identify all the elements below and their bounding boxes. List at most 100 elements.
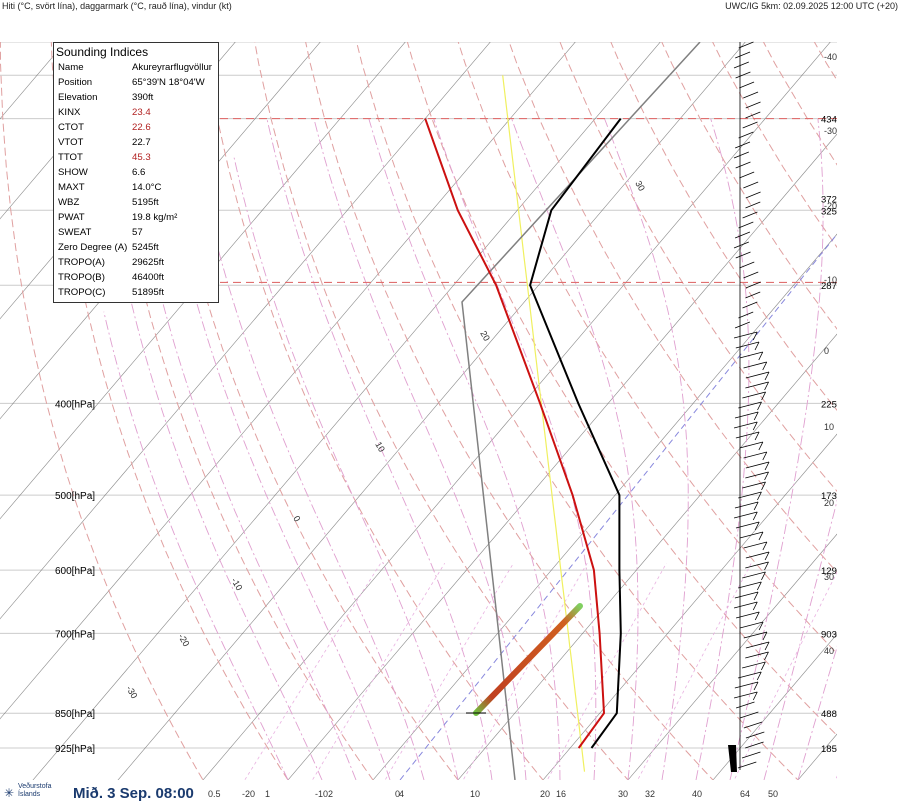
wind-barb-shaft: [745, 191, 761, 199]
wind-barb-feather: [764, 471, 769, 481]
dry-adiabat: [457, 42, 837, 655]
index-name: Elevation: [58, 92, 98, 103]
wind-barb-shaft: [745, 111, 761, 119]
sounding-indices-panel: Sounding Indices Name Akureyrarflugvöllur…: [53, 42, 219, 303]
wind-barb-shaft: [738, 581, 762, 589]
mixing-ratio-line: [546, 563, 667, 780]
wind-barb-feather: [756, 671, 762, 681]
logo-icon: ✳: [4, 786, 15, 800]
wind-barb: [745, 741, 764, 749]
wind-barb-shaft: [733, 331, 758, 339]
dry-adiabat: [254, 42, 629, 780]
wind-barb-shaft: [742, 301, 758, 309]
wind-barb: [733, 61, 749, 69]
index-value: 5195ft: [132, 197, 159, 208]
vedurstofa-logo: ✳ Veðurstofa Íslands: [0, 780, 72, 808]
wind-barb: [745, 101, 761, 109]
bottom-axis-label: 0: [395, 789, 400, 799]
wind-barb: [734, 411, 759, 421]
isotherm-line: [457, 333, 837, 780]
dry-adiabat: [813, 42, 837, 82]
isotherm-line: [117, 42, 746, 780]
moist-adiabat: [511, 118, 639, 780]
index-name: CTOT: [58, 122, 84, 133]
isotherm-label: 30: [633, 179, 647, 193]
dry-adiabat: [50, 42, 289, 780]
mixing-ratio-line: [835, 775, 837, 780]
isotherm-line: [797, 733, 837, 780]
wind-barb: [745, 731, 765, 739]
mixing-ratio-line: [311, 562, 446, 780]
index-value: 45.3: [132, 152, 151, 163]
index-value: 51895ft: [132, 287, 165, 298]
wind-barb-shaft: [745, 201, 761, 209]
wind-barb: [738, 131, 754, 139]
dry-adiabat: [890, 0, 900, 800]
indices-title: Sounding Indices: [56, 45, 149, 59]
wind-barb-feather: [764, 561, 769, 571]
wind-barb-shaft: [738, 311, 754, 319]
wind-barb-feather: [758, 441, 764, 451]
wind-barb: [745, 291, 761, 299]
wind-barb-shaft: [733, 691, 758, 699]
wind-barb-shaft: [734, 501, 759, 509]
height-label: 129: [821, 566, 837, 577]
wind-barb: [735, 521, 760, 531]
wind-barb: [745, 471, 769, 481]
wind-barb: [743, 271, 759, 279]
wind-barb-feather: [752, 421, 758, 431]
dry-adiabat: [661, 42, 837, 330]
isotherm-line: [32, 42, 661, 780]
moist-adiabat: [151, 256, 357, 780]
wind-barb-shaft: [742, 571, 766, 579]
logo-text: Veðurstofa Íslands: [18, 783, 52, 798]
dry-adiabat: [203, 42, 544, 780]
moist-adiabat: [266, 118, 493, 780]
wind-barb-feather: [757, 491, 762, 501]
dry-adiabat: [559, 42, 837, 492]
wind-barb-shaft: [735, 521, 760, 529]
dry-adiabat: [610, 42, 837, 411]
right-temp-label: 20: [824, 498, 834, 508]
wind-barb: [745, 371, 770, 381]
isotherm-label: 0: [291, 514, 302, 523]
wind-barb: [738, 401, 762, 411]
wind-barb-shaft: [745, 651, 769, 659]
index-name: TROPO(A): [58, 257, 105, 268]
right-temp-label: 30: [824, 572, 834, 582]
index-value: 14.0°C: [132, 182, 162, 193]
height-label: 225: [821, 399, 837, 410]
isotherm-line: [712, 633, 837, 780]
bottom-axis-label: 32: [645, 789, 655, 799]
isotherm-label: 20: [478, 329, 492, 343]
wind-barb: [745, 551, 770, 561]
wind-barb: [742, 211, 758, 219]
index-value: 46400ft: [132, 272, 165, 283]
wind-barb: [742, 391, 766, 401]
height-label: 372: [821, 195, 837, 206]
wind-barb-shaft: [737, 761, 757, 769]
wind-barb-shaft: [733, 601, 758, 609]
wind-barb-feather: [760, 661, 766, 671]
valid-time-label[interactable]: Mið. 3 Sep. 08:00: [68, 781, 206, 807]
height-label: 185: [821, 744, 837, 755]
moist-adiabat: [433, 118, 597, 780]
bottom-axis-label: 40: [692, 789, 702, 799]
wind-barb-shaft: [742, 391, 766, 399]
pressure-label: 400[hPa]: [55, 399, 95, 410]
wind-barb: [745, 381, 769, 391]
wind-barb-feather: [762, 361, 768, 371]
wind-barb-shaft: [745, 291, 761, 299]
wind-barb-feather: [753, 411, 759, 421]
freezing-guide-line: [399, 233, 837, 780]
wind-barb-feather: [764, 371, 770, 381]
index-name: SWEAT: [58, 227, 92, 238]
index-name: SHOW: [58, 167, 88, 178]
chart-legend-title: Hiti (°C, svört lína), daggarmark (°C, r…: [2, 1, 232, 11]
isotherm-line: [372, 233, 837, 780]
index-name: KINX: [58, 107, 81, 118]
wind-barb: [742, 121, 758, 129]
mixing-ratio-line: [462, 563, 588, 780]
bottom-axis-label: 10: [470, 789, 480, 799]
index-value: 22.6: [132, 122, 151, 133]
